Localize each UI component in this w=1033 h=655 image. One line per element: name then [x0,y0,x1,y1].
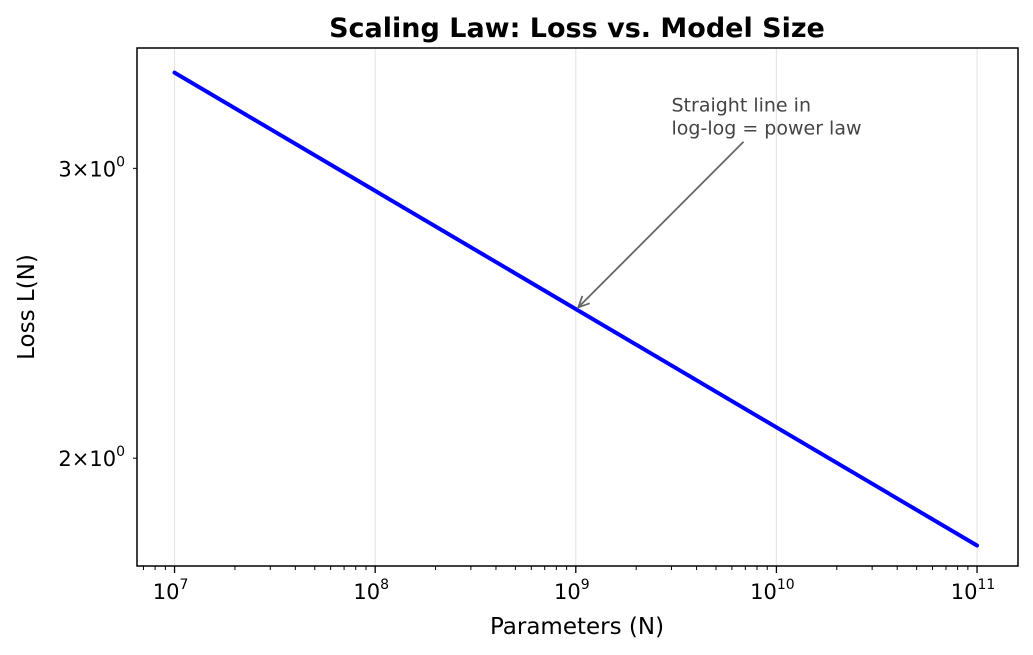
annotation-line-2: log-log = power law [672,118,862,140]
plot-area-frame [136,47,1019,567]
x-axis-label: Parameters (N) [490,614,664,640]
y-tick-label: 3×100 [58,154,125,181]
y-tick-label: 2×100 [58,444,125,471]
x-tick-label: 108 [353,577,389,604]
x-tick-label: 1011 [951,577,996,604]
axis-ticks: 107 108 109 1010 1011 3×100 2×100 [58,154,995,604]
chart-title: Scaling Law: Loss vs. Model Size [329,13,825,44]
y-axis-label: Loss L(N) [14,254,40,360]
x-tick-label: 107 [153,577,189,604]
x-tick-label: 1010 [750,577,795,604]
annotation: Straight line in log-log = power law [576,95,862,309]
x-tick-label: 109 [554,577,590,604]
series-line-l-n- [172,70,979,548]
annotation-arrow [577,141,745,308]
series-layer [172,70,979,548]
annotation-arrowhead [576,295,590,309]
annotation-line-1: Straight line in [672,95,812,117]
